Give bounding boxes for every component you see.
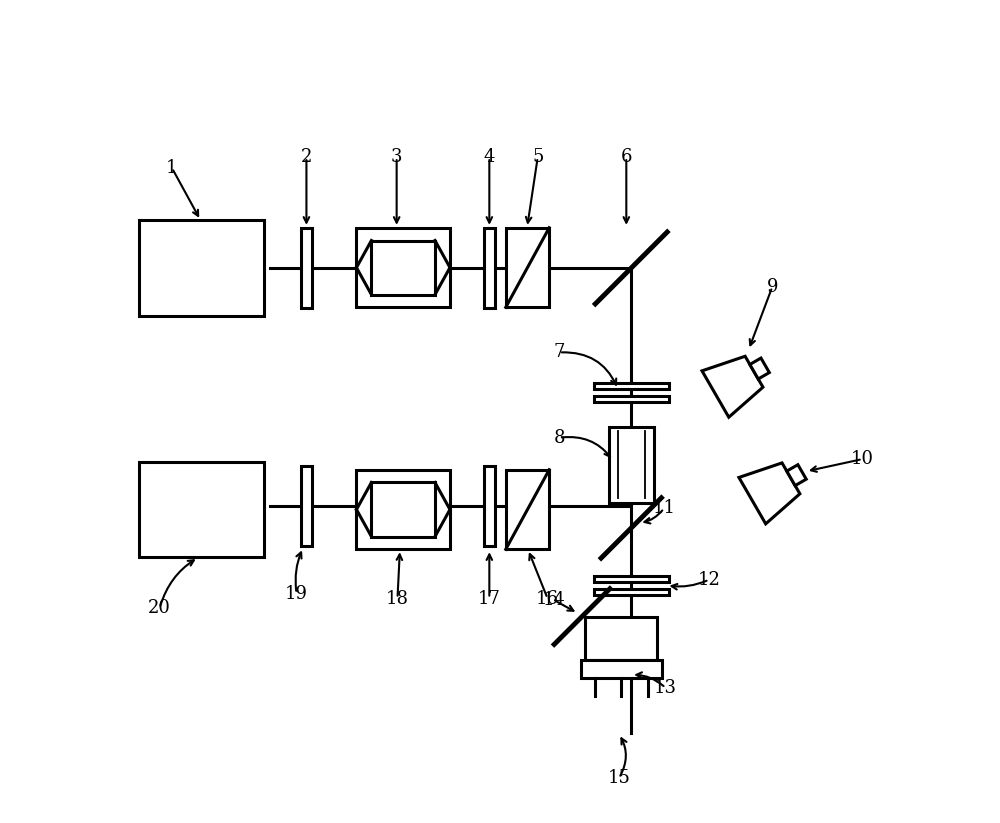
Text: 17: 17	[478, 589, 501, 607]
Text: 5: 5	[532, 148, 543, 166]
Bar	[484, 228, 495, 308]
Polygon shape	[702, 356, 763, 417]
Text: 4: 4	[484, 148, 495, 166]
Bar	[371, 240, 435, 295]
Bar	[484, 466, 495, 546]
Bar	[371, 482, 435, 537]
Bar	[139, 463, 264, 557]
Text: 10: 10	[851, 450, 874, 468]
Polygon shape	[750, 358, 769, 379]
Text: 11: 11	[653, 500, 676, 518]
Text: 3: 3	[391, 148, 402, 166]
Text: 8: 8	[553, 429, 565, 447]
Polygon shape	[739, 463, 800, 524]
Bar	[594, 588, 669, 595]
Polygon shape	[787, 465, 806, 486]
Text: 7: 7	[553, 343, 565, 361]
Bar	[594, 576, 669, 582]
Bar	[609, 427, 654, 503]
Text: 9: 9	[767, 278, 778, 295]
Text: 12: 12	[698, 570, 721, 588]
Bar	[301, 228, 312, 308]
Text: 6: 6	[621, 148, 632, 166]
Text: 15: 15	[607, 770, 630, 787]
Bar	[301, 466, 312, 546]
Text: 13: 13	[654, 679, 677, 697]
Bar	[506, 470, 549, 549]
Text: 18: 18	[386, 589, 409, 607]
Text: 19: 19	[285, 584, 308, 602]
Text: 1: 1	[166, 159, 178, 177]
Bar	[356, 228, 450, 307]
Text: 16: 16	[536, 589, 559, 607]
Text: 20: 20	[148, 599, 171, 617]
Text: 2: 2	[301, 148, 312, 166]
Bar	[594, 396, 669, 402]
Text: 14: 14	[543, 591, 566, 609]
Bar	[139, 221, 264, 315]
Bar	[594, 384, 669, 389]
Bar	[356, 470, 450, 549]
Bar	[506, 228, 549, 307]
Bar	[581, 660, 662, 678]
Bar	[585, 617, 657, 660]
